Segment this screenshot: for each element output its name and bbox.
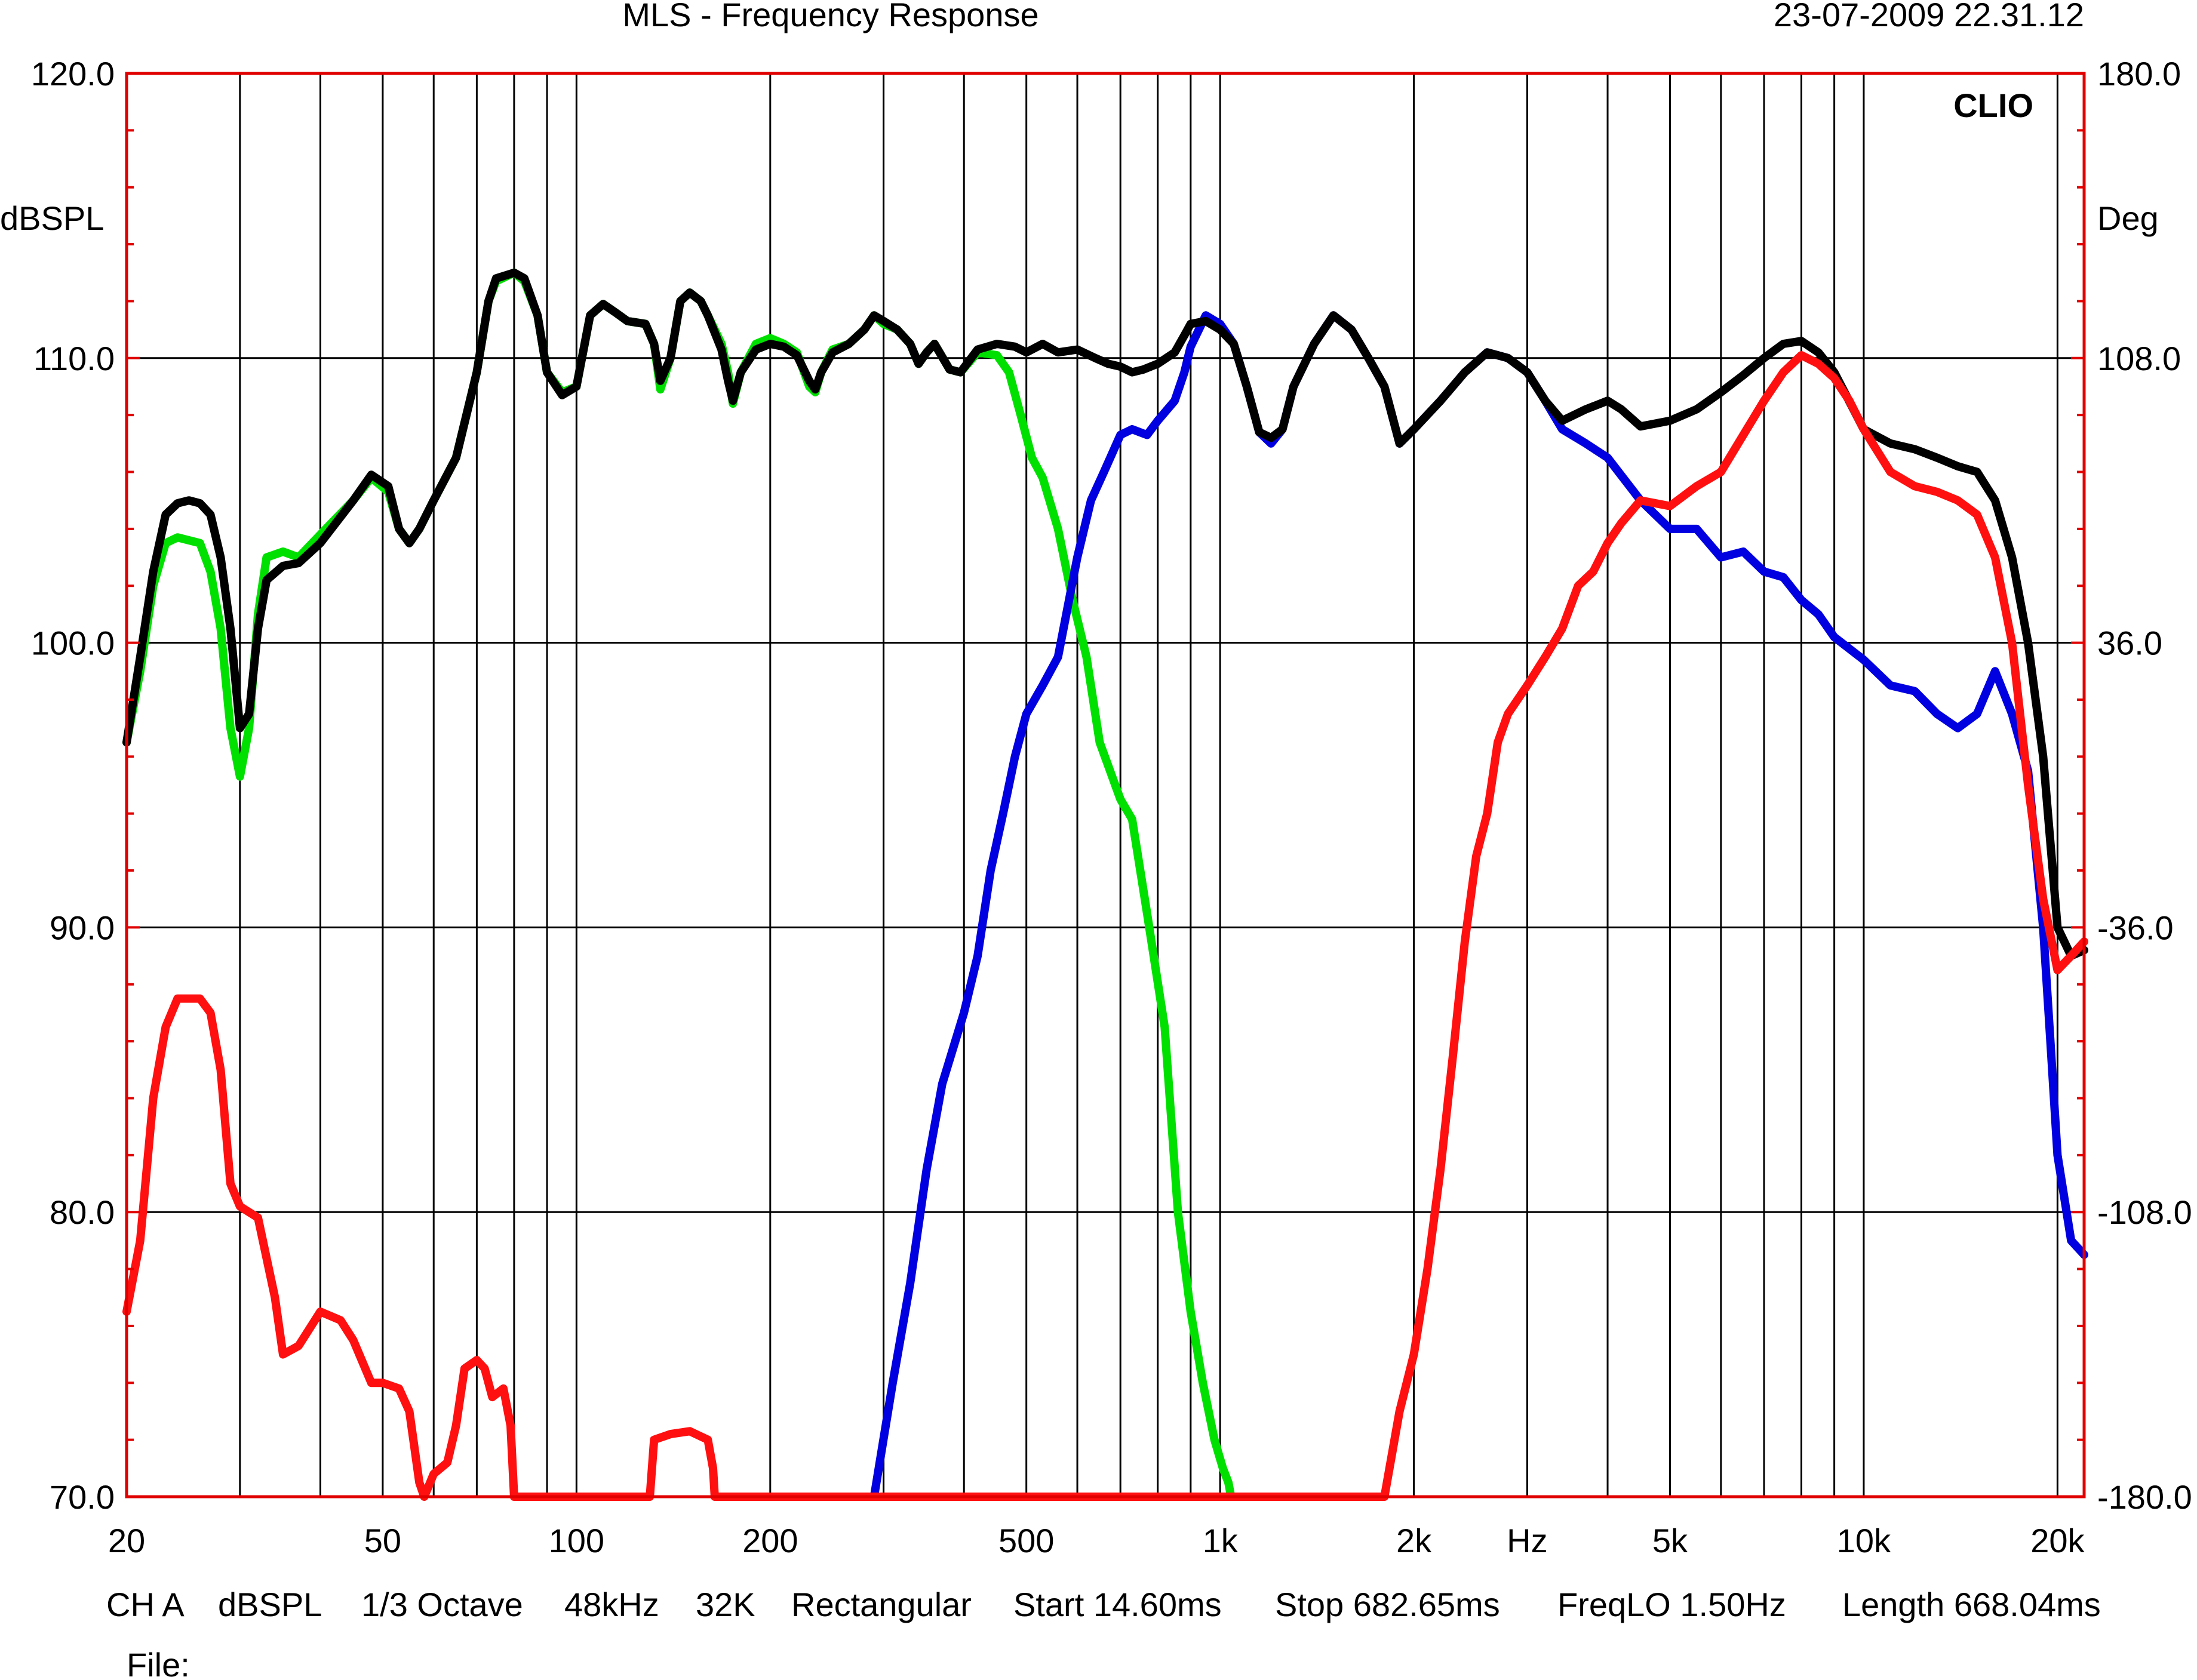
x-tick-label: 20 bbox=[108, 1522, 145, 1559]
footer-item: Rectangular bbox=[791, 1586, 972, 1623]
y2-tick-label: -108.0 bbox=[2097, 1193, 2192, 1231]
series-line-3 bbox=[122, 268, 2088, 961]
y2-tick-label: 36.0 bbox=[2097, 624, 2162, 662]
footer-item: 1/3 Octave bbox=[361, 1586, 523, 1623]
brand-label: CLIO bbox=[1953, 87, 2033, 124]
footer-info: CH A dBSPL 1/3 Octave 48kHz 32K Rectangular St… bbox=[106, 1586, 2101, 1623]
plot-frame bbox=[125, 72, 2086, 1499]
footer-item: Stop 682.65ms bbox=[1275, 1586, 1500, 1623]
y2-tick-label: 180.0 bbox=[2097, 55, 2181, 93]
x-tick-label: 200 bbox=[742, 1522, 798, 1559]
footer-item: 32K bbox=[696, 1586, 755, 1623]
tick-labels: 20 50 100 200 500 1k 2k Hz 5k 10k 20k 120.0 110.0 100… bbox=[31, 55, 2192, 1559]
y2-axis-label: Deg bbox=[2097, 199, 2159, 237]
footer-item: Start 14.60ms bbox=[1013, 1586, 1222, 1623]
series-lines bbox=[122, 268, 2088, 1501]
axis-ticks bbox=[127, 72, 2084, 1498]
timestamp: 23-07-2009 22.31.12 bbox=[1774, 0, 2084, 33]
series-line-1 bbox=[122, 268, 1236, 1501]
footer-item: Length 668.04ms bbox=[1842, 1586, 2101, 1623]
file-label: File: bbox=[127, 1646, 190, 1680]
y-tick-label: 110.0 bbox=[33, 340, 115, 377]
y-tick-label: 80.0 bbox=[50, 1193, 115, 1231]
y2-tick-label: 108.0 bbox=[2097, 340, 2181, 377]
footer-item: CH A bbox=[106, 1586, 185, 1623]
x-tick-label: 100 bbox=[549, 1522, 604, 1559]
grid bbox=[127, 73, 2084, 1497]
x-tick-label: 50 bbox=[364, 1522, 401, 1559]
series-line-4 bbox=[122, 351, 2088, 1501]
x-tick-label: Hz bbox=[1507, 1522, 1547, 1559]
y-axis-label: dBSPL bbox=[0, 199, 104, 237]
x-tick-label: 20k bbox=[2030, 1522, 2085, 1559]
y2-tick-label: -180.0 bbox=[2097, 1478, 2192, 1516]
footer-item: dBSPL bbox=[218, 1586, 322, 1623]
footer-item: 48kHz bbox=[564, 1586, 659, 1623]
x-tick-label: 1k bbox=[1203, 1522, 1239, 1559]
x-tick-label: 2k bbox=[1396, 1522, 1432, 1559]
x-tick-label: 10k bbox=[1837, 1522, 1891, 1559]
chart-title: MLS - Frequency Response bbox=[622, 0, 1038, 33]
y-tick-label: 70.0 bbox=[50, 1478, 115, 1516]
y-tick-label: 90.0 bbox=[50, 909, 115, 946]
x-tick-label: 500 bbox=[998, 1522, 1054, 1559]
x-tick-label: 5k bbox=[1652, 1522, 1688, 1559]
y2-tick-label: -36.0 bbox=[2097, 909, 2174, 946]
footer-item: FreqLO 1.50Hz bbox=[1557, 1586, 1786, 1623]
y-tick-label: 100.0 bbox=[31, 624, 115, 662]
y-tick-label: 120.0 bbox=[31, 55, 115, 93]
series-line-2 bbox=[869, 311, 2088, 1501]
